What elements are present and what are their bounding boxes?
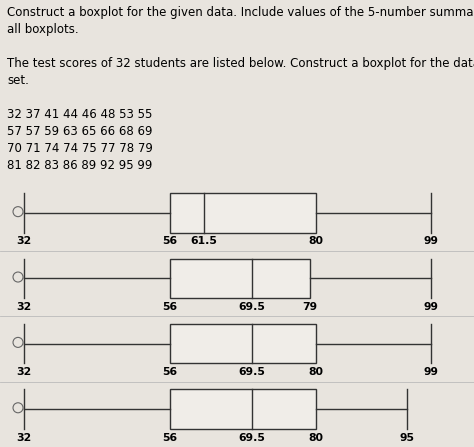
- Bar: [170, 194, 316, 232]
- Text: 81 82 83 86 89 92 95 99: 81 82 83 86 89 92 95 99: [7, 159, 153, 172]
- Text: 79: 79: [302, 302, 318, 312]
- Text: 80: 80: [309, 236, 323, 246]
- Text: 57 57 59 63 65 66 68 69: 57 57 59 63 65 66 68 69: [7, 125, 153, 138]
- Text: 32 37 41 44 46 48 53 55: 32 37 41 44 46 48 53 55: [7, 108, 153, 121]
- Ellipse shape: [13, 403, 23, 413]
- Bar: [170, 324, 316, 363]
- Text: 69.5: 69.5: [239, 433, 265, 443]
- Text: 32: 32: [17, 236, 32, 246]
- Bar: [170, 259, 310, 298]
- Text: 95: 95: [400, 433, 415, 443]
- Text: 69.5: 69.5: [239, 367, 265, 377]
- Text: all boxplots.: all boxplots.: [7, 23, 79, 36]
- Text: 70 71 74 74 75 77 78 79: 70 71 74 74 75 77 78 79: [7, 142, 153, 155]
- Ellipse shape: [13, 337, 23, 347]
- Text: 99: 99: [424, 367, 439, 377]
- Ellipse shape: [13, 207, 23, 217]
- Bar: [170, 389, 316, 429]
- Text: 56: 56: [163, 367, 178, 377]
- Text: The test scores of 32 students are listed below. Construct a boxplot for the dat: The test scores of 32 students are liste…: [7, 57, 474, 70]
- Text: 99: 99: [424, 236, 439, 246]
- Text: set.: set.: [7, 74, 29, 87]
- Text: 80: 80: [309, 433, 323, 443]
- Text: 32: 32: [17, 433, 32, 443]
- Text: 32: 32: [17, 367, 32, 377]
- Text: 80: 80: [309, 367, 323, 377]
- Text: 69.5: 69.5: [239, 302, 265, 312]
- Ellipse shape: [13, 272, 23, 282]
- Text: 56: 56: [163, 236, 178, 246]
- Text: 56: 56: [163, 302, 178, 312]
- Text: 99: 99: [424, 302, 439, 312]
- Text: 32: 32: [17, 302, 32, 312]
- Text: 61.5: 61.5: [190, 236, 217, 246]
- Text: Construct a boxplot for the given data. Include values of the 5-number summary i: Construct a boxplot for the given data. …: [7, 5, 474, 19]
- Text: 56: 56: [163, 433, 178, 443]
